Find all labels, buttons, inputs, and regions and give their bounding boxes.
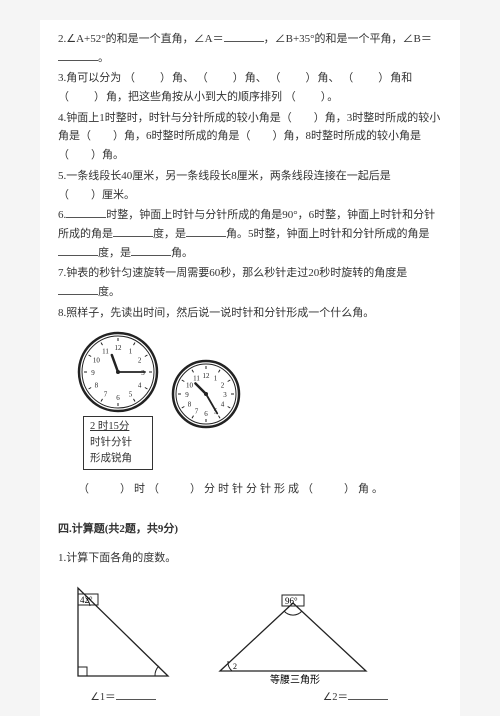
q2-blank-b[interactable]	[58, 49, 98, 61]
tri2-angle-label: 96°	[285, 596, 298, 606]
q3-p1[interactable]: （ ）	[124, 72, 172, 84]
q3-u1: 角、	[172, 72, 194, 84]
q3-u4: 角和	[390, 72, 412, 84]
q6-e: 度，是	[98, 247, 131, 259]
svg-text:11: 11	[102, 348, 109, 356]
clock-1-desc2: 形成锐角	[90, 453, 132, 464]
svg-text:1: 1	[129, 348, 133, 356]
triangle-2-item: 96° 2 等腰三角形 ∠2＝	[208, 591, 388, 707]
svg-text:6: 6	[204, 410, 208, 418]
q2-text-a: 2.∠A+52°的和是一个直角，∠A＝	[58, 33, 224, 45]
q6-blank-1[interactable]	[66, 206, 106, 218]
svg-text:2: 2	[138, 357, 142, 365]
q7-a: 7.钟表的秒针匀速旋转一周需要60秒，那么秒针走过20秒时旋转的角度是	[58, 267, 407, 279]
svg-text:8: 8	[95, 382, 99, 390]
q6-blank-4[interactable]	[58, 244, 98, 256]
clock-1: 12 12 3 45 6789 1011	[76, 330, 160, 414]
q7-b: 度。	[98, 286, 120, 298]
clock-figures: 121234567891011 2 时15分 时针分针 形成锐角 1212345…	[76, 330, 442, 469]
tri1-ans-label: ∠1＝	[90, 692, 115, 703]
svg-text:9: 9	[91, 369, 95, 377]
tri2-answer: ∠2＝	[323, 688, 388, 707]
q7-blank[interactable]	[58, 283, 98, 295]
svg-text:7: 7	[195, 408, 199, 416]
q6-f: 角。	[171, 247, 193, 259]
svg-text:5: 5	[129, 391, 133, 399]
svg-text:10: 10	[93, 357, 101, 365]
clock-2: 121234567891011	[170, 358, 242, 430]
svg-text:3: 3	[141, 369, 145, 377]
q2-text-b: ，∠B+35°的和是一个平角，∠B＝	[264, 33, 432, 45]
svg-text:12: 12	[115, 344, 123, 352]
q3-tail-a: 角，把这些角按从小到大的顺序排列	[106, 91, 282, 103]
q6-blank-2[interactable]	[113, 225, 153, 237]
q5-b: （ ）厘米。	[58, 189, 135, 201]
svg-text:9: 9	[185, 391, 189, 399]
question-2: 2.∠A+52°的和是一个直角，∠A＝ ，∠B+35°的和是一个平角，∠B＝ 。	[58, 30, 442, 67]
answer-blank-line[interactable]: （ ）时（ ）分时针分针形成（ ）角。	[78, 480, 442, 499]
tri2-blank[interactable]	[348, 688, 388, 700]
question-8: 8.照样子，先读出时间，然后说一说时针和分针形成一个什么角。	[58, 304, 442, 323]
section-4-title: 四.计算题(共2题，共9分)	[58, 520, 442, 539]
q6-a: 6.	[58, 209, 66, 221]
tri1-angle-label: 42°	[80, 595, 93, 605]
q3-u3: 角、	[318, 72, 340, 84]
triangle-2: 96° 2 等腰三角形	[208, 591, 388, 686]
q2-text-c: 。	[98, 52, 109, 64]
clock-1-label: 2 时15分 时针分针 形成锐角	[83, 416, 153, 469]
clock-1-time: 2 时15分	[90, 421, 129, 432]
tri2-caption: 等腰三角形	[270, 673, 320, 686]
q5-a: 5.一条线段长40厘米，另一条线段长8厘米，两条线段连接在一起后是	[58, 170, 391, 182]
q3-p5[interactable]: （ ）	[58, 91, 106, 103]
clock-2-block: 121234567891011	[170, 358, 242, 430]
svg-text:10: 10	[186, 382, 194, 390]
q6-c: 度，是	[153, 228, 186, 240]
q3-tail-b: 。	[327, 91, 338, 103]
tri1-answer: ∠1＝	[90, 688, 155, 707]
clock-1-block: 12 12 3 45 6789 1011 2 时15分 时针分针 形成锐角	[76, 330, 160, 469]
svg-text:11: 11	[193, 375, 200, 383]
q3-u2: 角、	[245, 72, 267, 84]
question-7: 7.钟表的秒针匀速旋转一周需要60秒，那么秒针走过20秒时旋转的角度是 度。	[58, 264, 442, 301]
svg-text:12: 12	[203, 372, 211, 380]
svg-text:3: 3	[223, 391, 227, 399]
svg-text:6: 6	[116, 394, 120, 402]
q6-blank-3[interactable]	[186, 225, 226, 237]
svg-text:4: 4	[221, 401, 225, 409]
tri2-ans-label: ∠2＝	[323, 692, 348, 703]
q3-p6[interactable]: （ ）	[285, 91, 328, 103]
question-3: 3.角可以分为 （ ）角、 （ ）角、 （ ）角、 （ ）角和 （ ）角，把这些…	[58, 69, 442, 106]
question-6: 6.时整，钟面上时针与分针所成的角是90°，6时整，钟面上时针和分针所成的角是度…	[58, 206, 442, 262]
tri1-blank[interactable]	[116, 688, 156, 700]
q3-lead: 3.角可以分为	[58, 72, 121, 84]
svg-text:2: 2	[221, 382, 225, 390]
clock-1-desc1: 时针分针	[90, 437, 132, 448]
svg-text:8: 8	[188, 401, 192, 409]
triangle-1: 42°	[58, 576, 188, 686]
triangle-1-item: 42° ∠1＝	[58, 576, 188, 707]
triangle-row: 42° ∠1＝ 96° 2 等腰三角形 ∠2＝	[58, 576, 442, 707]
q3-p3[interactable]: （ ）	[270, 72, 318, 84]
svg-text:1: 1	[214, 375, 218, 383]
q6-d: 角。5时整，钟面上时针和分针所成的角是	[226, 228, 430, 240]
q6-blank-5[interactable]	[131, 244, 171, 256]
q2-blank-a[interactable]	[224, 30, 264, 42]
svg-text:7: 7	[104, 391, 108, 399]
calc-1: 1.计算下面各角的度数。	[58, 549, 442, 568]
q3-p4[interactable]: （ ）	[342, 72, 390, 84]
q3-p2[interactable]: （ ）	[197, 72, 245, 84]
question-5: 5.一条线段长40厘米，另一条线段长8厘米，两条线段连接在一起后是 （ ）厘米。	[58, 167, 442, 204]
question-4: 4.钟面上1时整时，时针与分针所成的较小角是（ ）角，3时整时所成的较小角是（ …	[58, 109, 442, 165]
tri2-angle-mark: 2	[233, 662, 237, 671]
svg-text:4: 4	[138, 382, 142, 390]
